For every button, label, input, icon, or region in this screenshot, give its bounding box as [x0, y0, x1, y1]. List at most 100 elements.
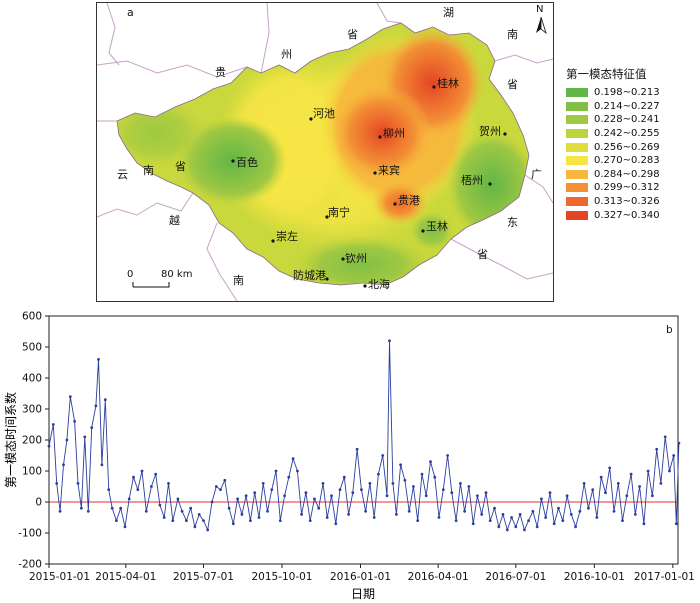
- series-point: [185, 519, 188, 522]
- series-point: [236, 497, 240, 501]
- series-point: [270, 488, 274, 491]
- region-char-yun: 云: [117, 168, 128, 181]
- city-label-fangchenggang: 防城港: [293, 269, 326, 282]
- series-point: [407, 509, 411, 513]
- series-point: [300, 513, 303, 516]
- series-point: [429, 460, 432, 464]
- series-point: [587, 506, 590, 510]
- series-point: [659, 482, 663, 485]
- legend-label: 0.270~0.283: [594, 155, 660, 167]
- series-point: [266, 509, 269, 513]
- series-point: [424, 494, 428, 498]
- series-point: [591, 488, 595, 491]
- city-label-laibin: 来宾: [378, 164, 400, 177]
- city-label-wuzhou: 梧州: [461, 174, 483, 187]
- series-point: [621, 519, 624, 522]
- series-point: [334, 522, 338, 526]
- series-point: [501, 513, 505, 516]
- series-point: [674, 522, 678, 526]
- legend-swatch: [566, 183, 588, 193]
- series-point: [321, 482, 325, 485]
- series-point: [68, 395, 72, 398]
- legend-swatch: [566, 142, 588, 152]
- series-point: [595, 516, 599, 519]
- series-point: [651, 494, 654, 498]
- x-tick-label: 2015-01-01: [29, 571, 90, 583]
- series-point: [557, 506, 560, 510]
- series-point: [140, 469, 144, 473]
- series-point: [625, 494, 629, 498]
- series-point: [565, 494, 569, 498]
- series-point: [388, 339, 391, 343]
- legend-label: 0.256~0.269: [594, 141, 660, 153]
- series-point: [459, 482, 462, 485]
- legend-item: 0.270~0.283: [566, 154, 698, 168]
- series-point: [629, 472, 633, 476]
- series-point: [76, 482, 80, 485]
- legend-swatch: [566, 115, 588, 125]
- series-point: [100, 463, 104, 467]
- series-point: [510, 516, 513, 519]
- series-point: [548, 491, 552, 495]
- series-point: [599, 475, 603, 479]
- legend-item: 0.214~0.227: [566, 100, 698, 114]
- series-point: [608, 466, 612, 470]
- series-point: [90, 426, 94, 429]
- series-point: [65, 438, 69, 442]
- region-char-zhou: 州: [281, 48, 292, 61]
- series-point: [261, 482, 265, 485]
- series-point: [132, 475, 135, 479]
- series-point: [463, 509, 466, 513]
- series-point: [189, 506, 193, 510]
- series-point: [83, 435, 87, 439]
- series-point: [544, 516, 548, 519]
- series-point: [244, 494, 248, 498]
- series-point: [249, 519, 252, 522]
- series-point: [103, 398, 107, 402]
- y-tick-label: 300: [22, 404, 42, 416]
- series-point: [377, 472, 380, 476]
- series-point: [223, 478, 227, 482]
- series-point: [278, 519, 282, 522]
- legend-swatch: [566, 101, 588, 111]
- series-point: [420, 472, 424, 476]
- series-point: [437, 516, 441, 519]
- legend-label: 0.284~0.298: [594, 168, 660, 180]
- series-point: [527, 519, 530, 522]
- series-point: [540, 497, 543, 501]
- series-point: [360, 488, 363, 491]
- series-point: [646, 469, 650, 473]
- series-point: [55, 482, 59, 485]
- series-point: [62, 463, 65, 467]
- series-point: [287, 475, 291, 479]
- y-axis: -200 -100 0 100 200 300 400 500 600: [18, 311, 49, 571]
- series-point: [561, 519, 565, 522]
- scale-km-label: 80 km: [161, 269, 193, 280]
- region-char-sheng1: 省: [347, 28, 358, 41]
- legend-swatch: [566, 197, 588, 207]
- series-point: [206, 528, 210, 532]
- north-arrow-icon: [536, 17, 541, 33]
- series-point: [231, 522, 235, 526]
- series-point: [677, 441, 681, 445]
- x-tick-label: 2017-01-01: [634, 571, 695, 583]
- series-point: [552, 522, 556, 526]
- series-point: [313, 497, 316, 501]
- series-point: [355, 447, 359, 451]
- region-char-sheng2: 省: [507, 78, 518, 91]
- legend-label: 0.198~0.213: [594, 87, 660, 99]
- series-point: [171, 519, 175, 522]
- region-char-nan2: 南: [143, 164, 154, 177]
- city-label-baise: 百色: [236, 156, 258, 169]
- y-tick-label: 500: [22, 342, 42, 354]
- series-point: [450, 491, 454, 495]
- series-point: [412, 485, 415, 488]
- legend-label: 0.214~0.227: [594, 100, 660, 112]
- series-point: [471, 522, 475, 526]
- series-point: [467, 485, 471, 488]
- scale-bar: [132, 282, 170, 288]
- legend-item: 0.256~0.269: [566, 140, 698, 154]
- series-point: [97, 358, 100, 361]
- series-point: [612, 509, 616, 513]
- series-point: [351, 491, 355, 495]
